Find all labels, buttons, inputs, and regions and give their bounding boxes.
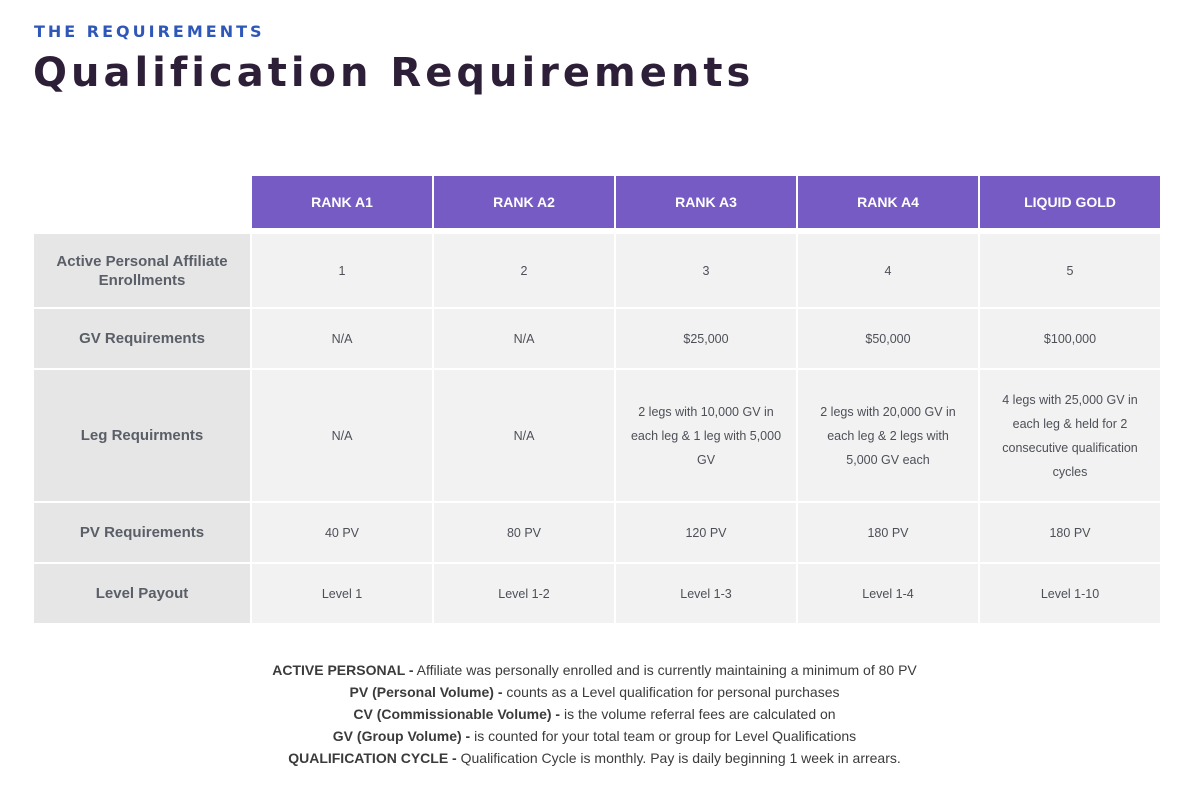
column-header-liquid-gold: LIQUID GOLD <box>980 176 1160 228</box>
table-cell: 120 PV <box>616 503 796 562</box>
row-label-enrollments: Active Personal Affiliate Enrollments <box>34 234 250 307</box>
table-cell: 180 PV <box>798 503 978 562</box>
table-cell: Level 1-2 <box>434 564 614 623</box>
table-cell: Level 1 <box>252 564 432 623</box>
table-cell: 2 legs with 20,000 GV in each leg & 2 le… <box>798 370 978 501</box>
definition-text: counts as a Level qualification for pers… <box>502 684 840 700</box>
table-cell: 3 <box>616 234 796 307</box>
table-cell: 2 <box>434 234 614 307</box>
column-header-rank-a2: RANK A2 <box>434 176 614 228</box>
table-cell: N/A <box>434 370 614 501</box>
table-cell: $25,000 <box>616 309 796 368</box>
table-cell: 40 PV <box>252 503 432 562</box>
definition-term: PV (Personal Volume) - <box>349 684 503 700</box>
row-label-leg-requirements: Leg Requirments <box>34 370 250 501</box>
table-cell: 80 PV <box>434 503 614 562</box>
table-corner <box>34 174 250 232</box>
table-cell: 1 <box>252 234 432 307</box>
definition-active-personal: ACTIVE PERSONAL - Affiliate was personal… <box>0 659 1189 681</box>
definition-gv: GV (Group Volume) - is counted for your … <box>0 725 1189 747</box>
definition-text: is the volume referral fees are calculat… <box>560 706 836 722</box>
definitions-footnotes: ACTIVE PERSONAL - Affiliate was personal… <box>0 659 1189 769</box>
definition-qualification-cycle: QUALIFICATION CYCLE - Qualification Cycl… <box>0 747 1189 769</box>
row-label-pv-requirements: PV Requirements <box>34 503 250 562</box>
section-eyebrow: THE REQUIREMENTS <box>34 22 265 41</box>
table-cell: 4 legs with 25,000 GV in each leg & held… <box>980 370 1160 501</box>
definition-text: is counted for your total team or group … <box>470 728 857 744</box>
column-header-rank-a3: RANK A3 <box>616 176 796 228</box>
definition-term: ACTIVE PERSONAL - <box>272 662 414 678</box>
definition-term: CV (Commissionable Volume) - <box>353 706 561 722</box>
table-cell: 180 PV <box>980 503 1160 562</box>
table-cell: 4 <box>798 234 978 307</box>
requirements-table: RANK A1 RANK A2 RANK A3 RANK A4 LIQUID G… <box>34 174 1160 623</box>
definition-pv: PV (Personal Volume) - counts as a Level… <box>0 681 1189 703</box>
table-cell: N/A <box>252 370 432 501</box>
table-cell: N/A <box>252 309 432 368</box>
row-label-level-payout: Level Payout <box>34 564 250 623</box>
definition-text: Affiliate was personally enrolled and is… <box>413 662 917 678</box>
table-cell: $100,000 <box>980 309 1160 368</box>
table-cell: $50,000 <box>798 309 978 368</box>
page-title: Qualification Requirements <box>33 50 755 96</box>
table-cell: Level 1-10 <box>980 564 1160 623</box>
table-cell: 5 <box>980 234 1160 307</box>
column-header-rank-a1: RANK A1 <box>252 176 432 228</box>
definition-text: Qualification Cycle is monthly. Pay is d… <box>456 750 901 766</box>
table-cell: 2 legs with 10,000 GV in each leg & 1 le… <box>616 370 796 501</box>
row-label-gv-requirements: GV Requirements <box>34 309 250 368</box>
definition-term: QUALIFICATION CYCLE - <box>288 750 457 766</box>
table-cell: Level 1-3 <box>616 564 796 623</box>
table-cell: N/A <box>434 309 614 368</box>
definition-cv: CV (Commissionable Volume) - is the volu… <box>0 703 1189 725</box>
definition-term: GV (Group Volume) - <box>332 728 471 744</box>
column-header-rank-a4: RANK A4 <box>798 176 978 228</box>
table-cell: Level 1-4 <box>798 564 978 623</box>
